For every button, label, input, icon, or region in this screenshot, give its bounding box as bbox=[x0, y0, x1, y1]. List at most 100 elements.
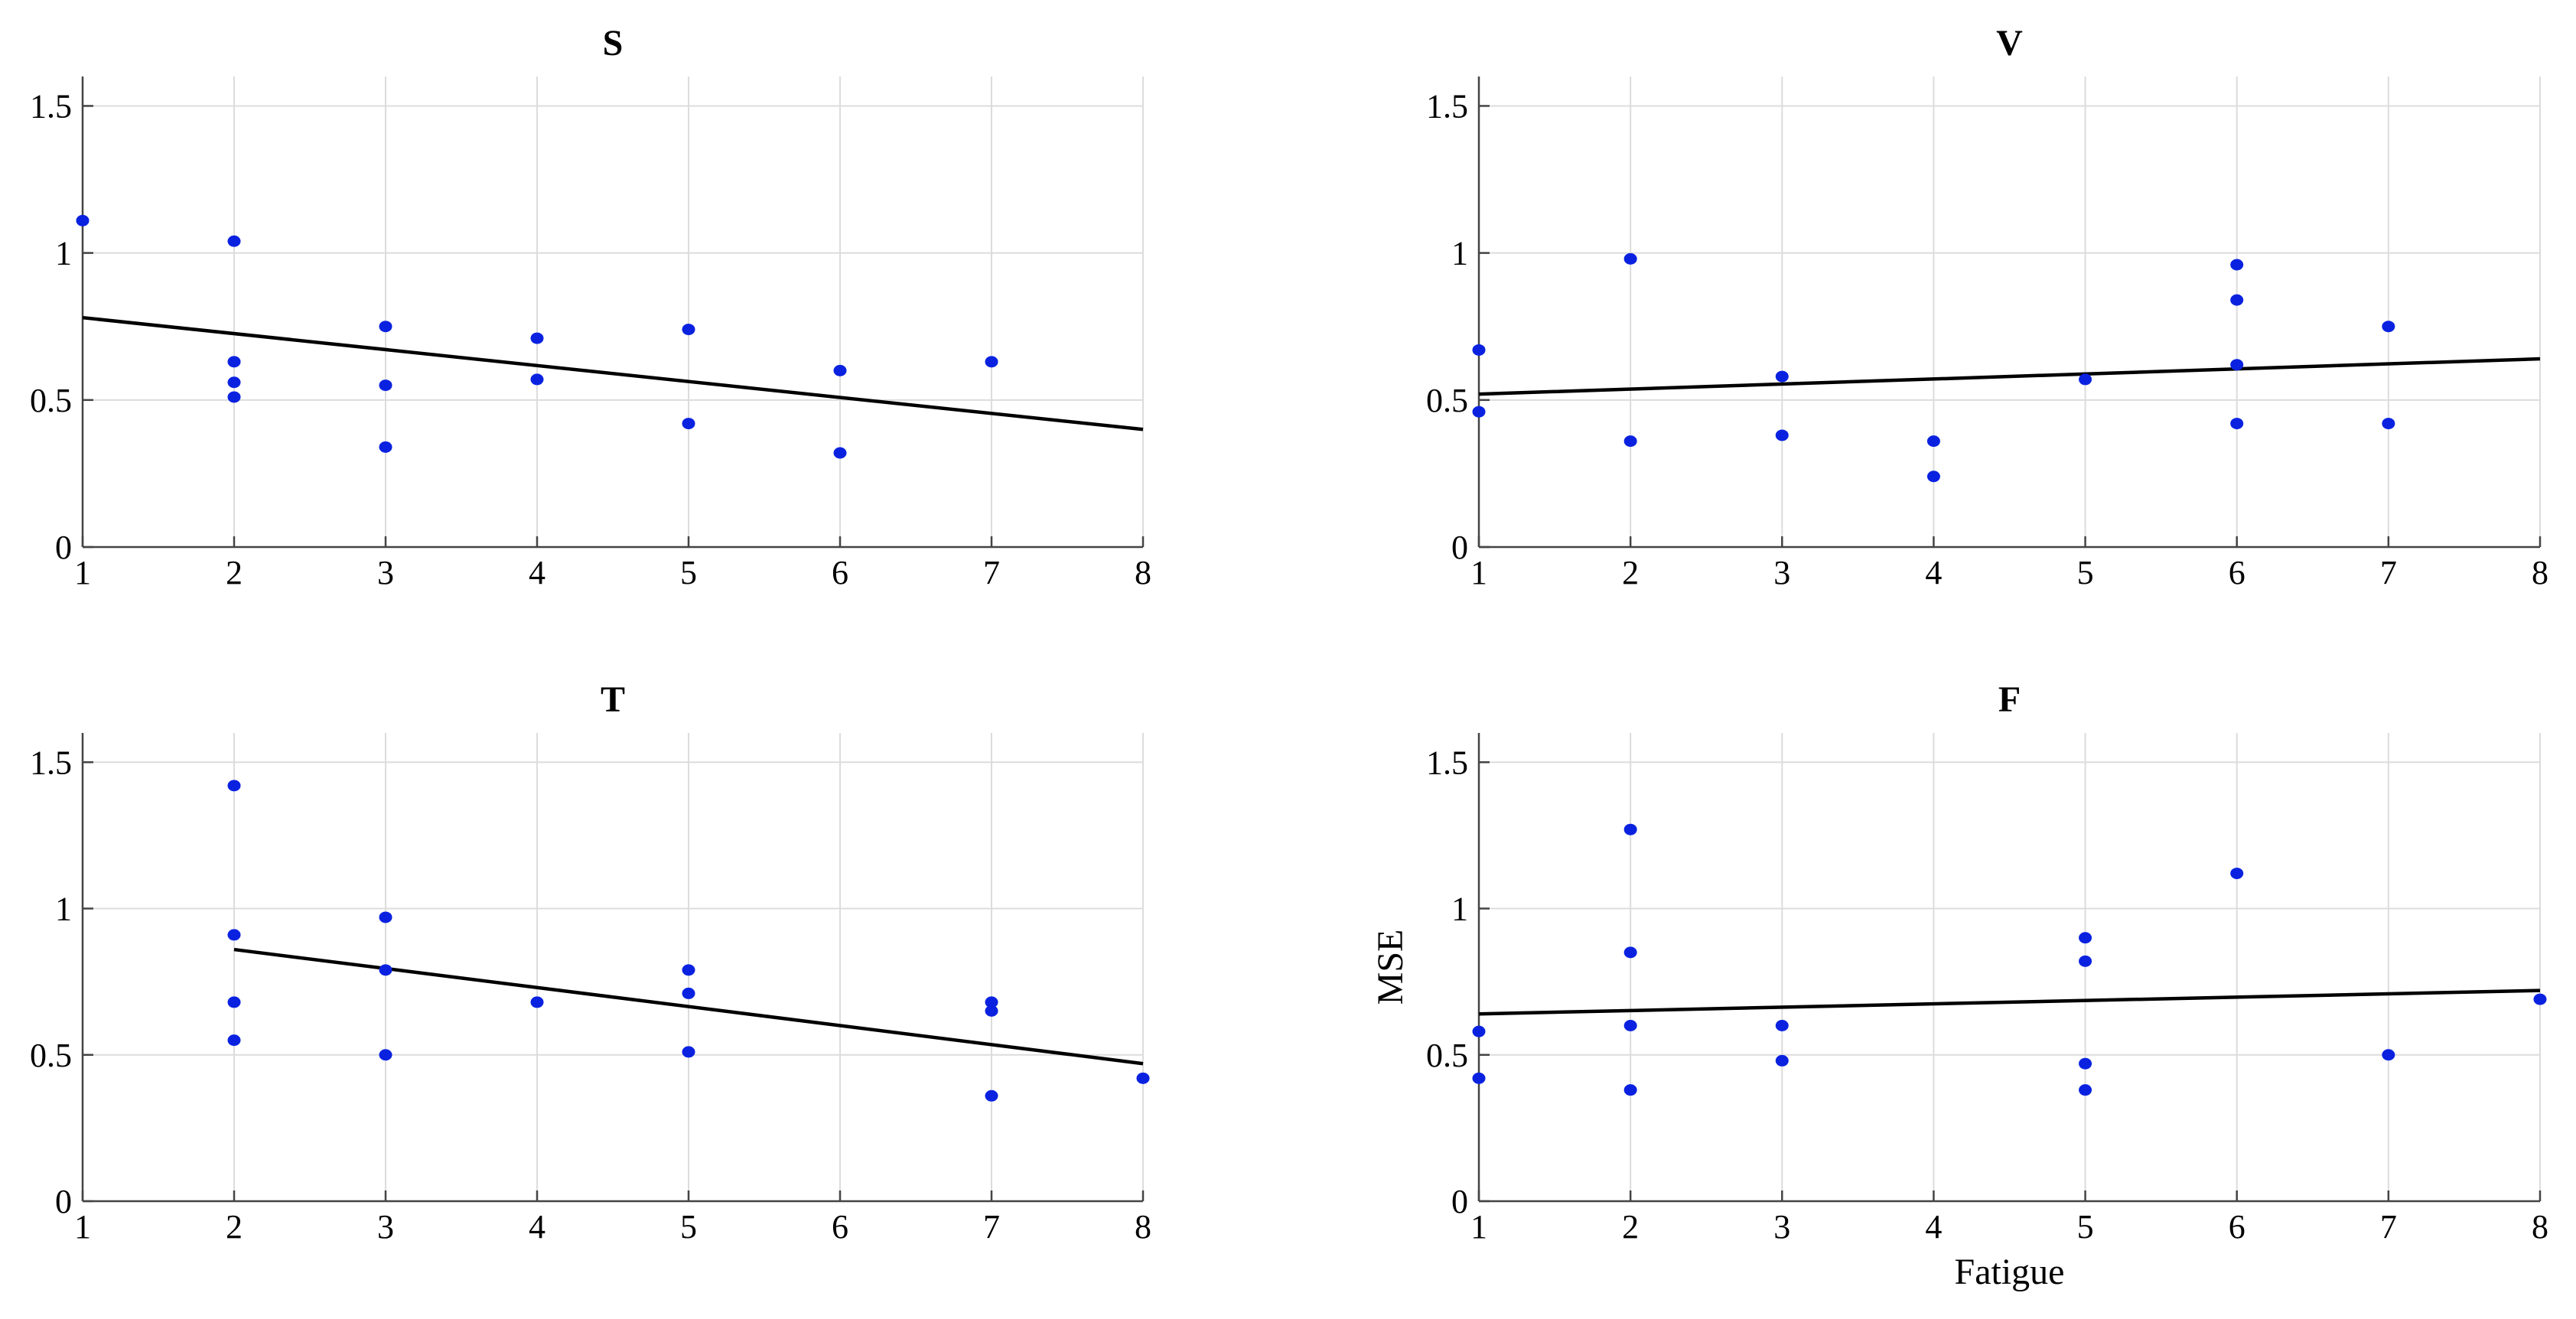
data-point bbox=[379, 441, 392, 453]
x-tick-label: 8 bbox=[2532, 1208, 2548, 1246]
data-point bbox=[227, 376, 241, 389]
data-point bbox=[682, 964, 695, 976]
x-tick-label: 3 bbox=[1773, 554, 1790, 591]
data-point bbox=[76, 214, 90, 226]
data-point bbox=[227, 996, 241, 1008]
x-tick-label: 8 bbox=[2532, 554, 2548, 591]
data-point bbox=[530, 332, 544, 344]
data-point bbox=[682, 324, 695, 336]
data-point bbox=[1775, 429, 1789, 441]
x-tick-label: 5 bbox=[2077, 1208, 2094, 1246]
data-point bbox=[379, 321, 392, 333]
data-point bbox=[1136, 1072, 1150, 1084]
data-point bbox=[682, 1046, 695, 1058]
x-tick-label: 1 bbox=[1470, 1208, 1487, 1246]
x-tick-label: 8 bbox=[1135, 554, 1151, 591]
y-tick-label: 0 bbox=[1451, 1183, 1468, 1220]
data-point bbox=[1472, 1072, 1486, 1084]
y-tick-label: 1 bbox=[55, 891, 72, 928]
data-point bbox=[833, 447, 847, 459]
y-tick-label: 1.5 bbox=[1426, 87, 1468, 125]
x-tick-label: 2 bbox=[1622, 554, 1639, 591]
x-tick-label: 5 bbox=[680, 554, 697, 591]
subplot-title: V bbox=[1996, 23, 2023, 64]
data-point bbox=[2079, 955, 2092, 967]
data-point bbox=[985, 1005, 998, 1017]
data-point bbox=[1623, 1020, 1637, 1031]
data-point bbox=[379, 379, 392, 392]
data-point bbox=[227, 780, 241, 792]
data-point bbox=[682, 987, 695, 999]
data-point bbox=[1623, 946, 1637, 959]
x-tick-label: 6 bbox=[832, 1208, 848, 1246]
data-point bbox=[227, 356, 241, 368]
data-point bbox=[1472, 344, 1486, 356]
data-point bbox=[2230, 868, 2244, 880]
data-point bbox=[2079, 373, 2092, 386]
data-point bbox=[2382, 1049, 2395, 1061]
y-tick-label: 1 bbox=[1451, 891, 1468, 928]
x-tick-label: 7 bbox=[983, 1208, 1000, 1246]
data-point bbox=[1775, 1054, 1789, 1067]
data-point bbox=[1623, 252, 1637, 265]
x-tick-label: 4 bbox=[529, 554, 545, 591]
y-tick-label: 0.5 bbox=[1426, 1037, 1468, 1074]
x-tick-label: 4 bbox=[1925, 1208, 1942, 1246]
x-tick-label: 8 bbox=[1135, 1208, 1151, 1246]
x-tick-label: 7 bbox=[2380, 1208, 2397, 1246]
subplot-title: S bbox=[603, 23, 624, 64]
y-tick-label: 0.5 bbox=[30, 382, 72, 419]
data-point bbox=[227, 391, 241, 403]
x-tick-label: 4 bbox=[529, 1208, 545, 1246]
x-axis-label: Fatigue bbox=[1955, 1252, 2065, 1292]
data-point bbox=[227, 929, 241, 941]
data-point bbox=[2382, 418, 2395, 430]
data-point bbox=[2079, 932, 2092, 944]
data-point bbox=[1472, 1025, 1486, 1037]
data-point bbox=[2230, 294, 2244, 306]
data-point bbox=[1623, 823, 1637, 835]
y-tick-label: 0 bbox=[55, 529, 72, 566]
y-tick-label: 1.5 bbox=[30, 744, 72, 781]
x-tick-label: 1 bbox=[74, 554, 91, 591]
data-point bbox=[227, 1034, 241, 1047]
data-point bbox=[682, 418, 695, 430]
data-point bbox=[1775, 370, 1789, 383]
data-point bbox=[1775, 1020, 1789, 1031]
data-point bbox=[1926, 435, 1940, 448]
data-point bbox=[227, 235, 241, 247]
data-point bbox=[1472, 405, 1486, 418]
data-point bbox=[2533, 993, 2547, 1005]
trend-line bbox=[82, 315, 1144, 432]
x-tick-label: 5 bbox=[2077, 554, 2094, 591]
data-point bbox=[1926, 471, 1940, 483]
data-point bbox=[379, 1049, 392, 1061]
x-tick-label: 6 bbox=[2229, 554, 2245, 591]
y-tick-label: 1 bbox=[1451, 235, 1468, 272]
data-point bbox=[985, 996, 998, 1008]
subplot-f: 1 2 3 4 5 6 7 8 0 0.5 1 1.5 F Fatigue MSE bbox=[1370, 679, 2548, 1292]
data-point bbox=[2230, 259, 2244, 271]
x-tick-label: 1 bbox=[1470, 554, 1487, 591]
data-point bbox=[985, 1089, 998, 1102]
x-tick-label: 2 bbox=[1622, 1208, 1639, 1246]
x-tick-label: 1 bbox=[74, 1208, 91, 1246]
x-tick-label: 3 bbox=[377, 554, 394, 591]
y-tick-label: 0 bbox=[1451, 529, 1468, 566]
y-tick-label: 0.5 bbox=[1426, 382, 1468, 419]
subplot-title: F bbox=[1998, 679, 2021, 720]
x-tick-label: 6 bbox=[832, 554, 848, 591]
x-tick-label: 3 bbox=[1773, 1208, 1790, 1246]
data-point bbox=[530, 373, 544, 386]
trend-line bbox=[1478, 357, 2541, 396]
data-point bbox=[2382, 321, 2395, 333]
subplot-title: T bbox=[601, 679, 625, 720]
y-tick-label: 0 bbox=[55, 1183, 72, 1220]
data-point bbox=[1623, 435, 1637, 448]
x-tick-label: 4 bbox=[1925, 554, 1942, 591]
data-point bbox=[530, 996, 544, 1008]
x-tick-label: 7 bbox=[2380, 554, 2397, 591]
x-tick-label: 5 bbox=[680, 1208, 697, 1246]
subplot-t: 1 2 3 4 5 6 7 8 0 0.5 1 1.5 T bbox=[30, 679, 1151, 1246]
